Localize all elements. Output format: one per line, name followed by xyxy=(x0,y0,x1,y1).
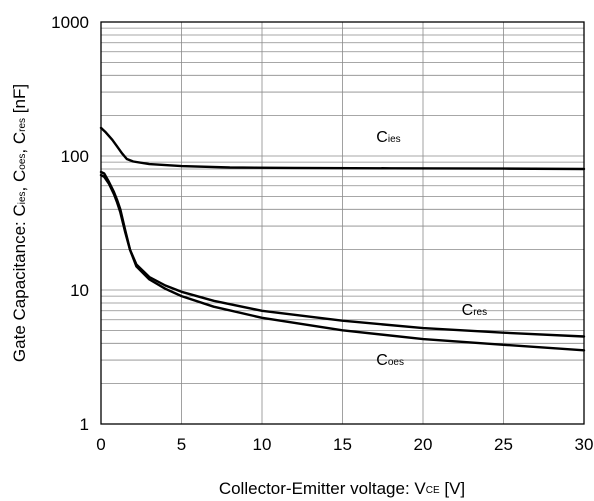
x-tick-label: 5 xyxy=(177,435,186,454)
series-label-coes: Coes xyxy=(376,352,404,369)
grid xyxy=(101,22,584,424)
x-tick-label: 15 xyxy=(333,435,352,454)
y-tick-label: 1000 xyxy=(51,13,89,32)
y-tick-label: 1 xyxy=(80,415,89,434)
series-line-cies xyxy=(99,126,586,171)
x-tick-label: 25 xyxy=(494,435,513,454)
series-labels: Cies Cres Coes xyxy=(376,129,487,369)
plot-frame xyxy=(100,21,585,425)
series-group xyxy=(99,126,586,352)
x-tick-label: 20 xyxy=(414,435,433,454)
x-axis-label: Collector-Emitter voltage: VCE [V] xyxy=(219,479,465,498)
y-tick-label: 10 xyxy=(70,281,89,300)
y-tick-label: 100 xyxy=(61,147,89,166)
x-tick-label: 30 xyxy=(575,435,594,454)
x-tick-label: 10 xyxy=(253,435,272,454)
x-tick-label: 0 xyxy=(96,435,105,454)
y-axis-label: Gate Capacitance: Cies, Coes, Cres [nF] xyxy=(10,84,29,362)
series-line-coes xyxy=(99,173,586,352)
series-label-cres: Cres xyxy=(462,302,487,319)
series-label-cies: Cies xyxy=(376,129,400,146)
tick-labels: 0 5 10 15 20 25 30 1 10 100 1000 xyxy=(51,13,593,454)
